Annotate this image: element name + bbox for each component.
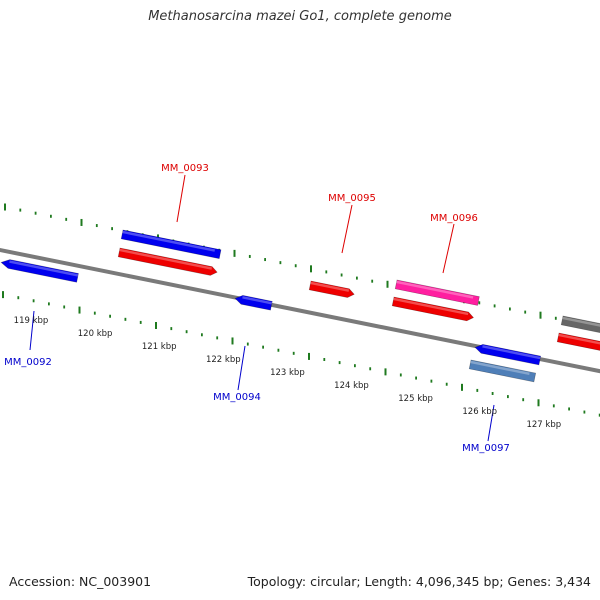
map-title: Methanosarcina mazei Go1, complete genom… (148, 9, 452, 24)
gene-mm0093-cds[interactable] (117, 247, 218, 277)
gene-label-mm0097[interactable]: MM_0097 (462, 443, 510, 454)
gene-mm0096-cds[interactable] (391, 296, 474, 322)
kbp-label: 125 kbp (398, 394, 433, 404)
leader-mm0094 (237, 345, 246, 391)
gene-mm0096-feature[interactable] (394, 279, 480, 306)
gene-label-mm0095[interactable]: MM_0095 (328, 193, 376, 204)
gene-offscreen-feature[interactable] (560, 315, 600, 336)
kbp-label: 119 kbp (14, 316, 49, 326)
kbp-labels: 119 kbp 120 kbp 121 kbp 122 kbp 123 kbp 124 k… (14, 316, 561, 430)
inner-tick-ring (2, 291, 600, 417)
gene-offscreen-cds[interactable] (556, 332, 600, 352)
leader-mm0097 (487, 404, 495, 442)
gene-mm0097-feature[interactable] (474, 343, 542, 366)
gene-label-mm0094[interactable]: MM_0094 (213, 392, 261, 403)
kbp-label: 126 kbp (462, 407, 497, 417)
kbp-label: 127 kbp (526, 420, 561, 430)
gene-mm0095-cds[interactable] (308, 280, 355, 299)
leader-mm0093 (176, 174, 186, 223)
gene-label-mm0092[interactable]: MM_0092 (4, 357, 52, 368)
gene-label-mm0096[interactable]: MM_0096 (430, 213, 478, 224)
kbp-label: 124 kbp (334, 381, 369, 391)
gene-label-mm0093[interactable]: MM_0093 (161, 163, 209, 174)
genome-summary: Topology: circular; Length: 4,096,345 bp… (247, 574, 591, 589)
gene-mm0097-cds[interactable] (468, 359, 537, 383)
kbp-label: 121 kbp (142, 342, 177, 352)
kbp-label: 120 kbp (78, 329, 113, 339)
gene-mm0094-feature[interactable] (234, 294, 273, 311)
leader-mm0095 (341, 204, 353, 254)
label-leaders (29, 174, 495, 442)
leader-mm0092 (29, 310, 35, 351)
accession-label: Accession: NC_003901 (9, 574, 152, 589)
gene-labels: MM_0092 MM_0093 MM_0094 MM_0095 MM_0096 MM_00… (4, 163, 510, 454)
kbp-label: 122 kbp (206, 355, 241, 365)
kbp-label: 123 kbp (270, 368, 305, 378)
gene-mm0092-feature[interactable] (0, 258, 79, 283)
gene-features (0, 229, 600, 383)
leader-mm0096 (442, 223, 455, 274)
gene-mm0093-feature[interactable] (120, 229, 222, 259)
